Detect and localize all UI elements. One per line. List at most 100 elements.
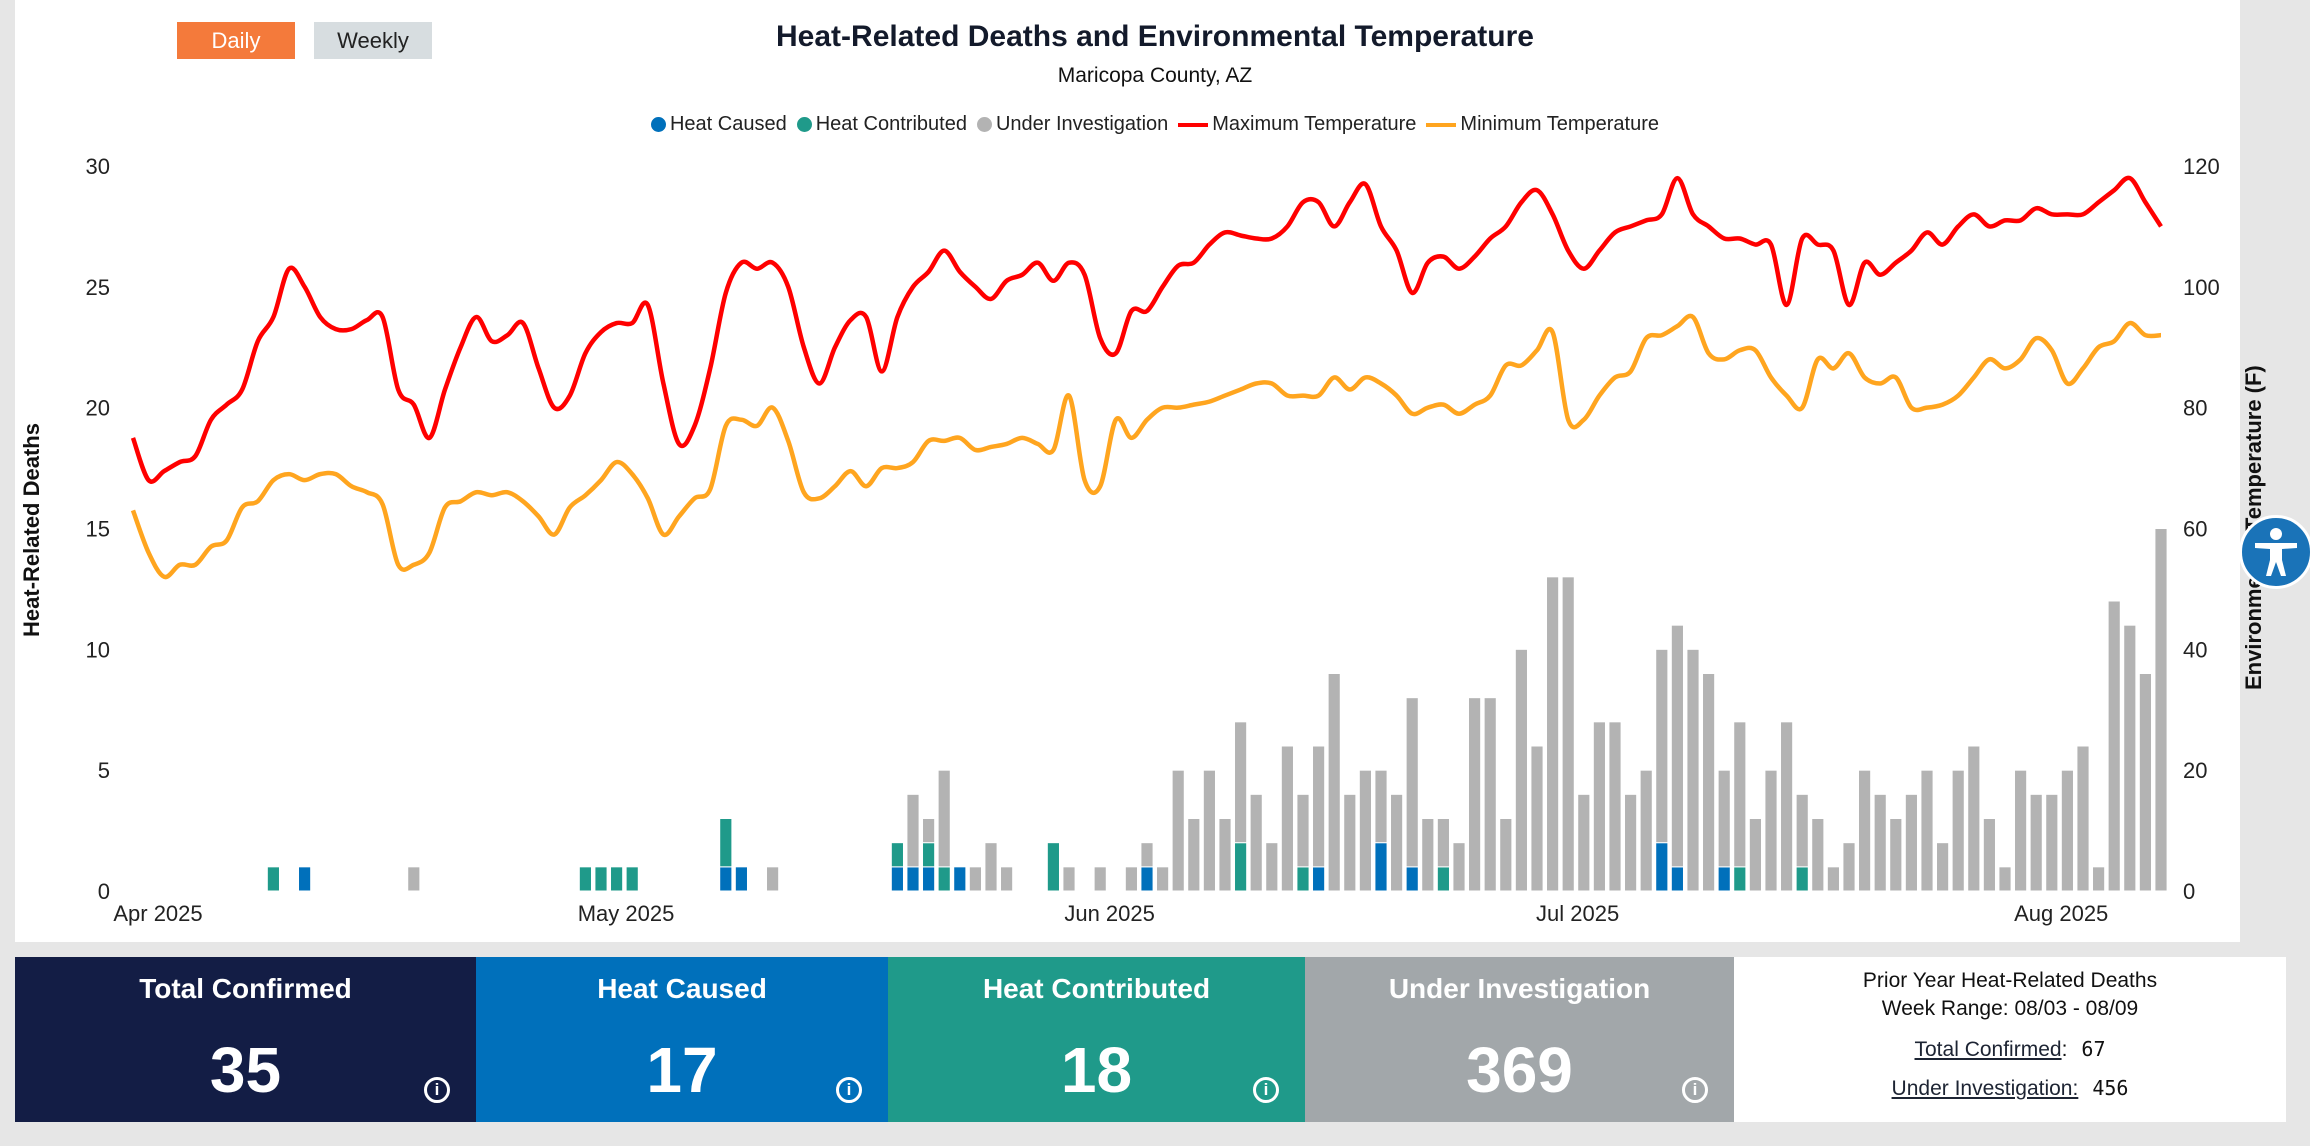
bar-heat-caused	[953, 866, 967, 892]
bar-under-investigation	[1889, 818, 1903, 892]
bar-under-investigation	[1312, 745, 1326, 868]
y-tick-label: 15	[86, 517, 110, 542]
x-tick-label: Jul 2025	[1536, 901, 1619, 926]
prior-under-investigation-row: Under Investigation: 456	[1734, 1076, 2286, 1101]
bar-under-investigation	[1686, 648, 1700, 892]
info-icon[interactable]: i	[836, 1077, 862, 1103]
bar-heat-contributed	[922, 842, 936, 868]
accessibility-button[interactable]	[2239, 515, 2310, 589]
bar-under-investigation	[407, 866, 421, 892]
legend-heat-caused[interactable]: Heat Caused	[650, 113, 787, 136]
line-maximum-temperature	[130, 175, 2163, 484]
y-tick-label: 20	[86, 396, 110, 421]
info-icon[interactable]: i	[1253, 1077, 1279, 1103]
bar-under-investigation	[1343, 793, 1357, 892]
legend-max-temp[interactable]: Maximum Temperature	[1178, 113, 1416, 136]
bar-under-investigation	[1452, 842, 1466, 892]
bar-under-investigation	[1296, 793, 1310, 868]
prior-total-confirmed-row: Total Confirmed: 67	[1734, 1037, 2286, 1062]
bar-heat-caused	[1670, 866, 1684, 892]
bar-heat-contributed	[1296, 866, 1310, 892]
accessibility-icon	[2255, 528, 2297, 576]
bar-heat-caused	[1717, 866, 1731, 892]
bar-heat-contributed	[1795, 866, 1809, 892]
bar-heat-contributed	[625, 866, 639, 892]
bar-heat-caused	[734, 866, 748, 892]
bar-under-investigation	[1358, 769, 1372, 892]
card-title: Total Confirmed	[139, 973, 352, 1004]
y-tick-label: 10	[86, 637, 110, 662]
y-tick-label: 30	[86, 154, 110, 179]
bar-heat-contributed	[610, 866, 624, 892]
bar-heat-contributed	[937, 866, 951, 892]
info-icon[interactable]: i	[424, 1077, 450, 1103]
bar-under-investigation	[1702, 673, 1716, 892]
bar-under-investigation	[1218, 818, 1232, 892]
bar-under-investigation	[1327, 673, 1341, 892]
bar-heat-caused	[922, 866, 936, 892]
bar-under-investigation	[1374, 769, 1388, 844]
legend-heat-contributed[interactable]: Heat Contributed	[796, 113, 967, 136]
card-title: Under Investigation	[1388, 973, 1651, 1004]
card-value: 18	[1060, 1034, 1133, 1106]
bar-heat-caused	[719, 866, 733, 892]
bar-under-investigation	[1000, 866, 1014, 892]
bar-under-investigation	[2060, 769, 2074, 892]
legend-label: Heat Caused	[669, 113, 787, 135]
bar-under-investigation	[1062, 866, 1076, 892]
bar-under-investigation	[1982, 818, 1996, 892]
bar-under-investigation	[1764, 769, 1778, 892]
bar-under-investigation	[2076, 745, 2090, 892]
bar-under-investigation	[1733, 721, 1747, 868]
bar-under-investigation	[1530, 745, 1544, 892]
bar-under-investigation	[984, 842, 998, 892]
prior-under-investigation-link[interactable]: Under Investigation:	[1891, 1077, 2079, 1100]
bar-under-investigation	[2154, 528, 2168, 892]
bar-under-investigation	[1717, 769, 1731, 868]
legend-min-temp[interactable]: Minimum Temperature	[1426, 113, 1659, 136]
prior-under-investigation-value: 456	[2092, 1076, 2129, 1100]
under-investigation-card: Under Investigation 369 i	[1305, 957, 1734, 1122]
bar-under-investigation	[2092, 866, 2106, 892]
daily-toggle-button[interactable]: Daily	[177, 22, 295, 59]
info-icon[interactable]: i	[1682, 1077, 1708, 1103]
bar-under-investigation	[1670, 624, 1684, 868]
bar-heat-contributed	[1436, 866, 1450, 892]
bar-under-investigation	[2014, 769, 2028, 892]
y2-tick-label: 120	[2183, 154, 2220, 179]
bar-under-investigation	[1280, 745, 1294, 892]
bar-under-investigation	[1405, 697, 1419, 868]
bar-under-investigation	[1951, 769, 1965, 892]
bar-under-investigation	[2107, 600, 2121, 892]
colon: :	[2061, 1038, 2068, 1061]
legend-label: Minimum Temperature	[1460, 113, 1659, 135]
bar-under-investigation	[1967, 745, 1981, 892]
legend-dot-icon	[796, 117, 812, 132]
y2-tick-label: 100	[2183, 275, 2220, 300]
bar-under-investigation	[1936, 842, 1950, 892]
weekly-toggle-button[interactable]: Weekly	[314, 22, 432, 59]
bar-under-investigation	[1592, 721, 1606, 892]
bar-under-investigation	[1811, 818, 1825, 892]
bar-under-investigation	[1093, 866, 1107, 892]
prior-total-confirmed-link[interactable]: Total Confirmed	[1914, 1038, 2062, 1061]
bar-under-investigation	[1873, 793, 1887, 892]
prior-year-heading: Prior Year Heat-Related Deaths	[1862, 969, 2158, 992]
bar-heat-contributed	[1234, 842, 1248, 892]
bar-under-investigation	[1499, 818, 1513, 892]
bar-heat-caused	[1140, 866, 1154, 892]
bar-heat-caused	[1405, 866, 1419, 892]
bar-under-investigation	[1904, 793, 1918, 892]
heat-caused-card: Heat Caused 17 i	[476, 957, 888, 1122]
y-tick-label: 0	[98, 879, 110, 904]
bar-under-investigation	[1748, 818, 1762, 892]
card-title: Heat Caused	[597, 973, 767, 1004]
line-minimum-temperature	[130, 313, 2162, 580]
legend-under-investigation[interactable]: Under Investigation	[976, 113, 1168, 136]
bar-under-investigation	[1124, 866, 1138, 892]
bar-under-investigation	[1187, 818, 1201, 892]
legend-dot-icon	[976, 117, 992, 132]
bar-under-investigation	[1436, 818, 1450, 868]
bar-under-investigation	[1858, 769, 1872, 892]
bar-under-investigation	[1639, 769, 1653, 892]
